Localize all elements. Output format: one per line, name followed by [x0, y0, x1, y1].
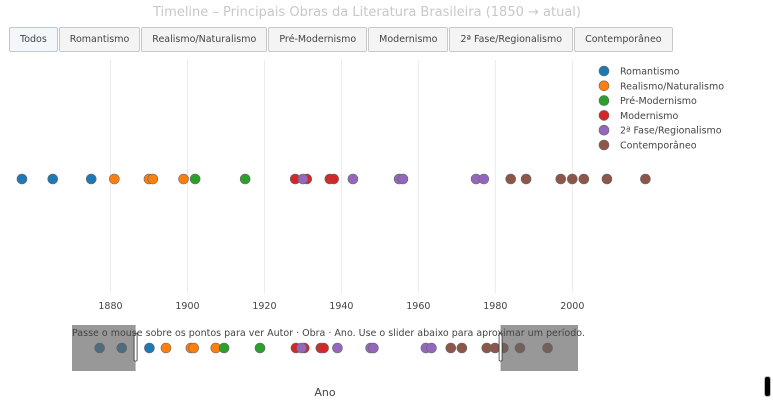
legend-item[interactable]: Modernismo: [620, 111, 678, 122]
filter-button-5[interactable]: 2ª Fase/Regionalismo: [449, 27, 574, 52]
filter-button-1[interactable]: Romantismo: [58, 27, 141, 52]
data-point[interactable]: [505, 173, 517, 185]
legend-marker-icon[interactable]: [598, 80, 610, 92]
legend-item[interactable]: 2ª Fase/Regionalismo: [620, 126, 722, 137]
data-point[interactable]: [147, 173, 159, 185]
data-point[interactable]: [555, 173, 567, 185]
slider-handle[interactable]: [498, 332, 503, 362]
data-point[interactable]: [567, 173, 578, 185]
legend-marker-icon[interactable]: [598, 139, 610, 151]
legend-marker-icon[interactable]: [598, 124, 610, 136]
data-point[interactable]: [239, 173, 251, 185]
data-point[interactable]: [47, 173, 59, 185]
filter-buttons: Todos Romantismo Realismo/Naturalismo Pré-M…: [9, 27, 674, 52]
data-point[interactable]: [85, 173, 97, 185]
data-point[interactable]: [640, 173, 651, 185]
legend-item[interactable]: Realismo/Naturalismo: [620, 81, 724, 92]
slider-point: [426, 342, 437, 354]
slider-mask-right: [500, 325, 578, 371]
filter-button-0[interactable]: Todos: [9, 27, 58, 52]
data-point[interactable]: [328, 173, 339, 185]
slider-point: [144, 342, 155, 354]
slider-mask-left: [72, 325, 136, 371]
filter-button-4[interactable]: Modernismo: [368, 27, 449, 52]
data-point[interactable]: [520, 173, 532, 185]
data-point[interactable]: [601, 173, 613, 185]
x-tick-label: 2000: [560, 301, 584, 312]
x-tick-label: 1960: [406, 301, 430, 312]
slider-point: [445, 342, 457, 354]
annotation-text: Passe o mouse sobre os pontos para ver A…: [72, 328, 585, 339]
data-point[interactable]: [347, 173, 359, 185]
filter-button-6[interactable]: Contemporâneo: [574, 27, 673, 52]
slider-point: [368, 342, 379, 354]
filter-button-2[interactable]: Realismo/Naturalismo: [141, 27, 268, 52]
x-tick-label: 1940: [329, 301, 353, 312]
x-tick-label: 1900: [175, 301, 199, 312]
data-point[interactable]: [397, 173, 409, 185]
slider-point: [160, 342, 172, 354]
slider-point: [332, 342, 343, 354]
data-point[interactable]: [478, 173, 490, 185]
data-point[interactable]: [297, 173, 309, 185]
slider-point: [218, 342, 230, 354]
legend-marker-icon[interactable]: [598, 65, 610, 77]
slider-point: [188, 342, 199, 354]
data-point[interactable]: [189, 173, 201, 185]
x-tick-label: 1920: [252, 301, 276, 312]
slider-handle[interactable]: [764, 376, 771, 397]
slider-handle[interactable]: [133, 332, 138, 362]
filter-button-3[interactable]: Pré-Modernismo: [268, 27, 368, 52]
slider-point: [254, 342, 266, 354]
x-tick-label: 1980: [483, 301, 507, 312]
legend-marker-icon[interactable]: [598, 95, 610, 106]
x-tick-label: 1880: [98, 301, 122, 312]
data-point[interactable]: [109, 173, 120, 185]
legend-item[interactable]: Contemporâneo: [620, 141, 697, 152]
data-point[interactable]: [178, 173, 189, 185]
slider-point: [296, 342, 307, 354]
x-axis-label: Ano: [314, 386, 335, 399]
chart-title: Timeline – Principais Obras da Literatur…: [153, 5, 581, 20]
legend-item[interactable]: Romantismo: [620, 67, 680, 78]
data-point[interactable]: [578, 173, 590, 185]
slider-point: [318, 342, 329, 354]
data-point[interactable]: [16, 173, 28, 185]
legend-marker-icon[interactable]: [598, 110, 610, 121]
legend-item[interactable]: Pré-Modernismo: [620, 96, 697, 107]
slider-point: [456, 342, 468, 354]
